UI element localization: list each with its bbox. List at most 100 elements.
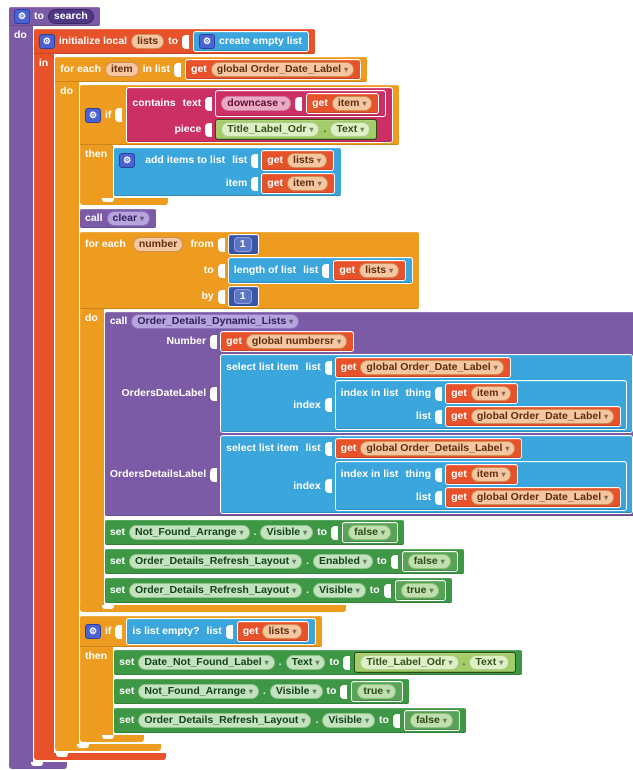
property-dropdown[interactable]: Visible ▾ — [322, 713, 376, 728]
local-var-field[interactable]: lists — [131, 34, 165, 49]
get-variable-block[interactable]: get global Order_Date_Label ▾ — [334, 357, 511, 378]
component-dropdown[interactable]: Not_Found_Arrange ▾ — [138, 684, 259, 699]
component-dropdown[interactable]: Date_Not_Found_Label ▾ — [138, 655, 275, 670]
variable-dropdown[interactable]: global Order_Date_Label ▾ — [470, 409, 615, 424]
variable-dropdown[interactable]: lists ▾ — [359, 263, 400, 278]
logic-dropdown[interactable]: true ▾ — [400, 583, 440, 598]
mutator-gear-icon[interactable]: ⚙ — [119, 153, 136, 168]
logic-dropdown[interactable]: false ▾ — [409, 713, 453, 728]
mutator-gear-icon[interactable]: ⚙ — [14, 9, 30, 24]
initialize-local-block[interactable]: ⚙ initialize local lists to ⚙ create emp… — [32, 28, 633, 761]
number-field[interactable]: 1 — [233, 289, 252, 304]
component-getter-block[interactable]: Title_Label_Odr ▾ . Text ▾ — [354, 652, 517, 673]
chevron-down-icon: ▾ — [386, 686, 391, 696]
procedure-name-field[interactable]: search — [47, 9, 94, 24]
property-dropdown[interactable]: Enabled ▾ — [313, 554, 373, 569]
mutator-gear-icon[interactable]: ⚙ — [38, 34, 55, 49]
component-dropdown[interactable]: Order_Details_Refresh_Layout ▾ — [129, 583, 303, 598]
chevron-down-icon: ▾ — [292, 556, 297, 566]
loop-var-field[interactable]: item — [105, 62, 139, 77]
component-dropdown[interactable]: Order_Details_Refresh_Layout ▾ — [138, 713, 312, 728]
create-empty-list-block[interactable]: ⚙ create empty list — [193, 31, 309, 52]
set-property-block[interactable]: set Not_Found_Arrange ▾ . Visible ▾ to — [103, 519, 406, 546]
get-variable-block[interactable]: get lists ▾ — [236, 621, 310, 642]
get-variable-block[interactable]: get lists ▾ — [261, 150, 335, 171]
select-list-item-block[interactable]: select list item list — [220, 354, 633, 433]
call-procedure-block[interactable]: call Order_Details_Dynamic_Lists ▾ Number — [103, 311, 633, 517]
variable-dropdown[interactable]: global Order_Date_Label ▾ — [210, 62, 355, 77]
component-dropdown[interactable]: Title_Label_Odr ▾ — [360, 655, 459, 670]
get-variable-block[interactable]: get global Order_Details_Label ▾ — [334, 438, 523, 459]
get-variable-block[interactable]: get global numbersr ▾ — [220, 331, 355, 352]
procedure-dropdown[interactable]: Order_Details_Dynamic_Lists ▾ — [131, 314, 300, 329]
variable-dropdown[interactable]: global Order_Date_Label ▾ — [360, 360, 504, 375]
number-block[interactable]: 1 — [227, 234, 259, 255]
set-property-block[interactable]: set Order_Details_Refresh_Layout ▾ . Visi… — [113, 707, 467, 734]
get-variable-block[interactable]: get global Order_Date_Label ▾ — [445, 406, 622, 427]
text-op-dropdown[interactable]: downcase ▾ — [221, 96, 292, 111]
property-dropdown[interactable]: Visible ▾ — [260, 525, 314, 540]
downcase-block[interactable]: downcase ▾ get item ▾ — [215, 90, 387, 117]
component-dropdown[interactable]: Title_Label_Odr ▾ — [221, 122, 320, 137]
variable-dropdown[interactable]: item ▾ — [470, 467, 512, 482]
number-block[interactable]: 1 — [227, 286, 259, 307]
logic-true-block[interactable]: true ▾ — [351, 681, 404, 702]
index-in-list-block[interactable]: index in list thing — [334, 461, 628, 511]
is-list-empty-block[interactable]: is list empty? list get lists ▾ — [126, 618, 317, 645]
set-property-block[interactable]: set Order_Details_Refresh_Layout ▾ . Visi… — [103, 577, 454, 604]
loop-var-field[interactable]: number — [132, 237, 184, 252]
variable-dropdown[interactable]: lists ▾ — [262, 624, 303, 639]
get-variable-block[interactable]: get global Order_Date_Label ▾ — [185, 59, 362, 80]
component-dropdown[interactable]: Order_Details_Refresh_Layout ▾ — [129, 554, 303, 569]
set-property-block[interactable]: set Date_Not_Found_Label ▾ . Text ▾ to — [113, 649, 524, 676]
length-of-list-block[interactable]: length of list list get lists ▾ — [227, 257, 414, 284]
add-items-to-list-block[interactable]: ⚙ add items to list list — [113, 147, 342, 197]
get-variable-block[interactable]: get global Order_Date_Label ▾ — [445, 487, 622, 508]
variable-dropdown[interactable]: lists ▾ — [287, 153, 328, 168]
procedure-block[interactable]: ⚙ to search do ⚙ initialize local lists … — [8, 6, 633, 770]
component-dropdown[interactable]: Not_Found_Arrange ▾ — [129, 525, 250, 540]
select-list-item-block[interactable]: select list item list — [220, 435, 633, 514]
contains-text-block[interactable]: contains text downcase ▾ — [126, 87, 394, 143]
component-getter-block[interactable]: Title_Label_Odr ▾ . Text ▾ — [215, 119, 378, 140]
value-socket — [383, 583, 391, 598]
block-foot — [79, 605, 347, 613]
logic-false-block[interactable]: false ▾ — [403, 710, 460, 731]
mutator-gear-icon[interactable]: ⚙ — [85, 624, 101, 639]
number-field[interactable]: 1 — [233, 237, 252, 252]
set-property-block[interactable]: set Not_Found_Arrange ▾ . Visible ▾ to — [113, 678, 411, 705]
set-property-block[interactable]: set Order_Details_Refresh_Layout ▾ . Enab… — [103, 548, 465, 575]
get-variable-block[interactable]: get item ▾ — [261, 173, 335, 194]
variable-dropdown[interactable]: item ▾ — [470, 386, 512, 401]
if-block[interactable]: ⚙ if is list empty? list — [79, 615, 524, 743]
property-dropdown[interactable]: Text ▾ — [330, 122, 371, 137]
mutator-gear-icon[interactable]: ⚙ — [199, 34, 216, 49]
logic-dropdown[interactable]: true ▾ — [357, 684, 397, 699]
logic-dropdown[interactable]: false ▾ — [407, 554, 451, 569]
variable-dropdown[interactable]: item ▾ — [331, 96, 373, 111]
variable-dropdown[interactable]: global Order_Details_Label ▾ — [360, 441, 516, 456]
property-dropdown[interactable]: Visible ▾ — [269, 684, 323, 699]
if-block[interactable]: ⚙ if contains text — [79, 84, 401, 206]
get-variable-block[interactable]: get lists ▾ — [333, 260, 407, 281]
logic-false-block[interactable]: false ▾ — [342, 522, 399, 543]
foreach-number-block[interactable]: for each number from 1 — [79, 231, 633, 613]
get-variable-block[interactable]: get item ▾ — [445, 383, 519, 404]
property-dropdown[interactable]: Text ▾ — [469, 655, 510, 670]
variable-dropdown[interactable]: item ▾ — [287, 176, 328, 191]
index-in-list-block[interactable]: index in list thing — [334, 380, 628, 430]
get-variable-block[interactable]: get item ▾ — [306, 93, 380, 114]
variable-dropdown[interactable]: global numbersr ▾ — [245, 334, 348, 349]
logic-dropdown[interactable]: false ▾ — [348, 525, 392, 540]
foreach-item-block[interactable]: for each item in list get global Order_D… — [54, 56, 633, 752]
logic-false-block[interactable]: false ▾ — [401, 551, 458, 572]
call-clear-block[interactable]: call clear ▾ — [79, 208, 158, 229]
logic-true-block[interactable]: true ▾ — [394, 580, 447, 601]
value-socket — [225, 624, 233, 639]
procedure-dropdown[interactable]: clear ▾ — [106, 211, 151, 226]
mutator-gear-icon[interactable]: ⚙ — [85, 107, 101, 123]
get-variable-block[interactable]: get item ▾ — [445, 464, 519, 485]
variable-dropdown[interactable]: global Order_Date_Label ▾ — [470, 490, 615, 505]
property-dropdown[interactable]: Visible ▾ — [313, 583, 366, 598]
property-dropdown[interactable]: Text ▾ — [285, 655, 326, 670]
